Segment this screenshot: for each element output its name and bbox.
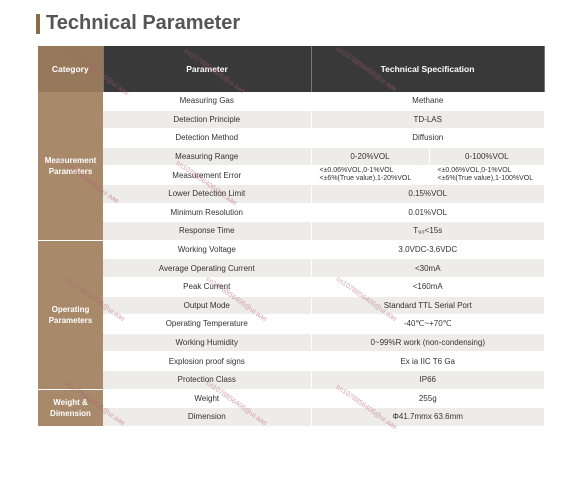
param-cell: Measuring Gas <box>103 92 312 111</box>
page-title: Technical Parameter <box>46 12 241 34</box>
param-cell: Operating Temperature <box>103 314 312 334</box>
spec-cell: Φ41.7mmx 63.6mm <box>311 407 544 427</box>
spec-cell: 0.01%VOL <box>311 203 544 223</box>
spec-cell: T₉₀<15s <box>311 221 544 241</box>
param-cell: Measuring Range <box>103 147 312 167</box>
spec-cell: 0~99%R work (non-condensing) <box>311 333 544 353</box>
spec-cell: 255g <box>311 389 544 409</box>
page-title-block: Technical Parameter <box>36 12 240 35</box>
header-parameter: Parameter <box>103 46 312 92</box>
spec-line: <±6%(True value),1-20%VOL <box>319 175 412 183</box>
param-cell: Measurement Error <box>103 165 312 185</box>
param-cell: Working Voltage <box>103 240 312 260</box>
spec-cell: <±0.06%VOL,0-1%VOL <±6%(True value),1-20… <box>311 165 429 185</box>
group-label: Weight & Dimension <box>38 389 103 427</box>
spec-cell: 0.15%VOL <box>311 184 544 204</box>
spec-cell: IP66 <box>311 370 544 390</box>
spec-cell: 3.0VDC-3.6VDC <box>311 240 544 260</box>
spec-cell: Methane <box>311 92 544 111</box>
param-cell: Weight <box>103 389 312 409</box>
spec-cell: <160mA <box>311 277 544 297</box>
spec-cell: <±0.06%VOL,0-1%VOL <±6%(True value),1-10… <box>428 165 544 185</box>
title-accent-bar <box>36 13 40 34</box>
param-cell: Detection Method <box>103 128 312 148</box>
spec-line: <±6%(True value),1-100%VOL <box>437 175 534 183</box>
spec-line: <±0.06%VOL,0-1%VOL <box>319 167 394 175</box>
group-label: Operating Parameters <box>38 240 103 390</box>
spec-cell: Diffusion <box>311 128 544 148</box>
spec-cell: 0-20%VOL <box>311 147 429 167</box>
param-cell: Output Mode <box>103 296 312 316</box>
param-cell: Minimum Resolution <box>103 203 312 223</box>
param-cell: Explosion proof signs <box>103 351 312 371</box>
param-cell: Response Time <box>103 221 312 241</box>
spec-cell: Ex ia IIC T6 Ga <box>311 351 544 371</box>
spec-cell: 0-100%VOL <box>428 147 544 167</box>
param-cell: Protection Class <box>103 370 312 390</box>
spec-table: Category Parameter Technical Specificati… <box>38 46 545 427</box>
header-category: Category <box>38 46 104 92</box>
param-cell: Average Operating Current <box>103 258 312 278</box>
param-cell: Peak Current <box>103 277 312 297</box>
group-label: Measurement Parameters <box>38 92 103 241</box>
spec-cell: <30mA <box>311 258 544 278</box>
param-cell: Detection Principle <box>103 110 312 130</box>
spec-line: <±0.06%VOL,0-1%VOL <box>437 167 512 175</box>
spec-cell: TD-LAS <box>311 110 544 130</box>
spec-cell: -40℃~+70℃ <box>311 314 544 334</box>
header-specification: Technical Specification <box>311 46 545 92</box>
param-cell: Working Humidity <box>103 333 312 353</box>
param-cell: Lower Detection Limit <box>103 184 312 204</box>
spec-cell: Standard TTL Serial Port <box>311 296 544 316</box>
param-cell: Dimension <box>103 407 312 427</box>
